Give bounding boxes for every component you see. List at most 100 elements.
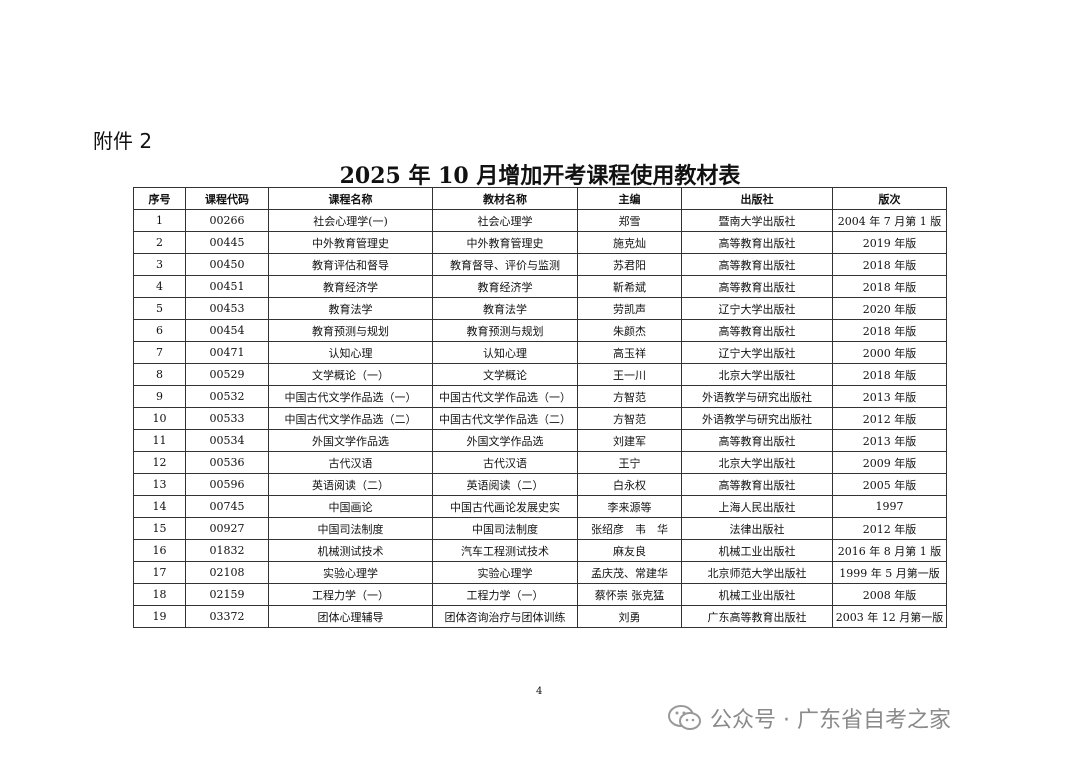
table-cell: 00450 [185, 253, 269, 276]
table-cell: 法律出版社 [681, 517, 833, 540]
table-cell: 2013 年版 [832, 385, 947, 408]
table-cell: 10 [133, 407, 186, 430]
table-cell: 2012 年版 [832, 407, 947, 430]
table-cell: 高玉祥 [577, 341, 682, 364]
table-cell: 2004 年 7 月第 1 版 [832, 209, 947, 232]
table-row: 15 00927 中国司法制度 中国司法制度 张绍彦 韦 华法律出版社 2012 年版 [133, 517, 947, 540]
table-row: 14 00745 中国画论 中国古代画论发展史实 李来源等 上海人民出版社 1997 [133, 495, 947, 518]
table-cell: 苏君阳 [577, 253, 682, 276]
column-header: 出版社 [681, 187, 833, 210]
table-cell: 6 [133, 319, 186, 342]
table-cell: 外国文学作品选 [268, 429, 433, 452]
textbook-table: 序号 课程代码 课程名称 教材名称 主编 出版社 版次 1 00266 社会心理学(一) 社会心理… [133, 187, 947, 628]
table-cell: 02108 [185, 561, 269, 584]
table-cell: 01832 [185, 539, 269, 562]
table-cell: 广东高等教育出版社 [681, 605, 833, 628]
watermark-text: 公众号 · 广东省自考之家 [710, 708, 951, 733]
table-cell: 00454 [185, 319, 269, 342]
table-cell: 孟庆茂、常建华 [577, 561, 682, 584]
table-cell: 12 [133, 451, 186, 474]
table-cell: 3 [133, 253, 186, 276]
table-cell: 00445 [185, 231, 269, 254]
table-cell: 2019 年版 [832, 231, 947, 254]
table-cell: 11 [133, 429, 186, 452]
table-cell: 上海人民出版社 [681, 495, 833, 518]
table-cell: 机械工业出版社 [681, 539, 833, 562]
table-cell: 03372 [185, 605, 269, 628]
table-cell: 2 [133, 231, 186, 254]
table-cell: 9 [133, 385, 186, 408]
table-cell: 5 [133, 297, 186, 320]
table-cell: 2013 年版 [832, 429, 947, 452]
table-cell: 文学概论 [432, 363, 578, 386]
column-header: 主编 [577, 187, 682, 210]
table-cell: 实验心理学 [268, 561, 433, 584]
table-row: 1 00266 社会心理学(一) 社会心理学 郑雪 暨南大学出版社 2004 年 7 月第 … [133, 209, 947, 232]
column-header: 版次 [832, 187, 947, 210]
table-cell: 高等教育出版社 [681, 253, 833, 276]
table-cell: 蔡怀崇 张克猛 [577, 583, 682, 606]
table-cell: 团体心理辅导 [268, 605, 433, 628]
table-cell: 00471 [185, 341, 269, 364]
table-cell: 教育评估和督导 [268, 253, 433, 276]
table-cell: 00536 [185, 451, 269, 474]
table-cell: 02159 [185, 583, 269, 606]
table-cell: 高等教育出版社 [681, 319, 833, 342]
table-cell: 2016 年 8 月第 1 版 [832, 539, 947, 562]
table-cell: 2018 年版 [832, 319, 947, 342]
table-cell: 外语教学与研究出版社 [681, 407, 833, 430]
table-cell: 方智范 [577, 407, 682, 430]
table-cell: 中国司法制度 [268, 517, 433, 540]
table-cell: 刘建军 [577, 429, 682, 452]
table-cell: 2009 年版 [832, 451, 947, 474]
table-cell: 中国古代文学作品选（二） [268, 407, 433, 430]
table-cell: 2018 年版 [832, 275, 947, 298]
table-cell: 00529 [185, 363, 269, 386]
table-row: 19 03372 团体心理辅导 团体咨询治疗与团体训练 刘勇 广东高等教育出版社 2003 … [133, 605, 947, 628]
table-cell: 王一川 [577, 363, 682, 386]
table-cell: 王宁 [577, 451, 682, 474]
table-cell: 高等教育出版社 [681, 473, 833, 496]
table-cell: 文学概论（一） [268, 363, 433, 386]
table-cell: 郑雪 [577, 209, 682, 232]
table-cell: 朱颜杰 [577, 319, 682, 342]
table-row: 16 01832 机械测试技术 汽车工程测试技术 麻友良 机械工业出版社 2016 年 8 … [133, 539, 947, 562]
table-cell: 18 [133, 583, 186, 606]
table-cell: 4 [133, 275, 186, 298]
table-cell: 高等教育出版社 [681, 231, 833, 254]
table-cell: 15 [133, 517, 186, 540]
table-cell: 中国司法制度 [432, 517, 578, 540]
table-cell: 白永权 [577, 473, 682, 496]
wechat-icon [668, 705, 701, 730]
table-row: 9 00532 中国古代文学作品选（一） 中国古代文学作品选（一） 方智范 外语教学与研究… [133, 385, 947, 408]
table-cell: 1997 [832, 495, 947, 518]
table-row: 3 00450 教育评估和督导 教育督导、评价与监测 苏君阳 高等教育出版社 2018 年版 [133, 253, 947, 276]
table-cell: 00451 [185, 275, 269, 298]
table-row: 12 00536 古代汉语 古代汉语 王宁 北京大学出版社 2009 年版 [133, 451, 947, 474]
table-cell: 00533 [185, 407, 269, 430]
table-cell: 1 [133, 209, 186, 232]
table-cell: 00927 [185, 517, 269, 540]
table-cell: 中国古代文学作品选（一） [268, 385, 433, 408]
table-cell: 北京大学出版社 [681, 451, 833, 474]
table-row: 7 00471 认知心理 认知心理 高玉祥 辽宁大学出版社 2000 年版 [133, 341, 947, 364]
table-cell: 2008 年版 [832, 583, 947, 606]
page-number: 4 [536, 686, 543, 697]
table-cell: 社会心理学(一) [268, 209, 433, 232]
table-cell: 实验心理学 [432, 561, 578, 584]
table-cell: 00534 [185, 429, 269, 452]
table-cell: 刘勇 [577, 605, 682, 628]
table-row: 11 00534 外国文学作品选 外国文学作品选 刘建军 高等教育出版社 2013 年版 [133, 429, 947, 452]
table-row: 6 00454 教育预测与规划 教育预测与规划 朱颜杰 高等教育出版社 2018 年版 [133, 319, 947, 342]
table-cell: 麻友良 [577, 539, 682, 562]
table-cell: 辽宁大学出版社 [681, 341, 833, 364]
table-cell: 教育预测与规划 [268, 319, 433, 342]
table-cell: 2012 年版 [832, 517, 947, 540]
table-cell: 中国古代文学作品选（二） [432, 407, 578, 430]
table-cell: 工程力学（一） [432, 583, 578, 606]
table-cell: 00453 [185, 297, 269, 320]
table-cell: 英语阅读（二） [268, 473, 433, 496]
document-title: 2025 年 10 月增加开考课程使用教材表 [339, 163, 741, 189]
table-row: 10 00533 中国古代文学作品选（二） 中国古代文学作品选（二） 方智范 外语教学与研… [133, 407, 947, 430]
table-cell: 外语教学与研究出版社 [681, 385, 833, 408]
